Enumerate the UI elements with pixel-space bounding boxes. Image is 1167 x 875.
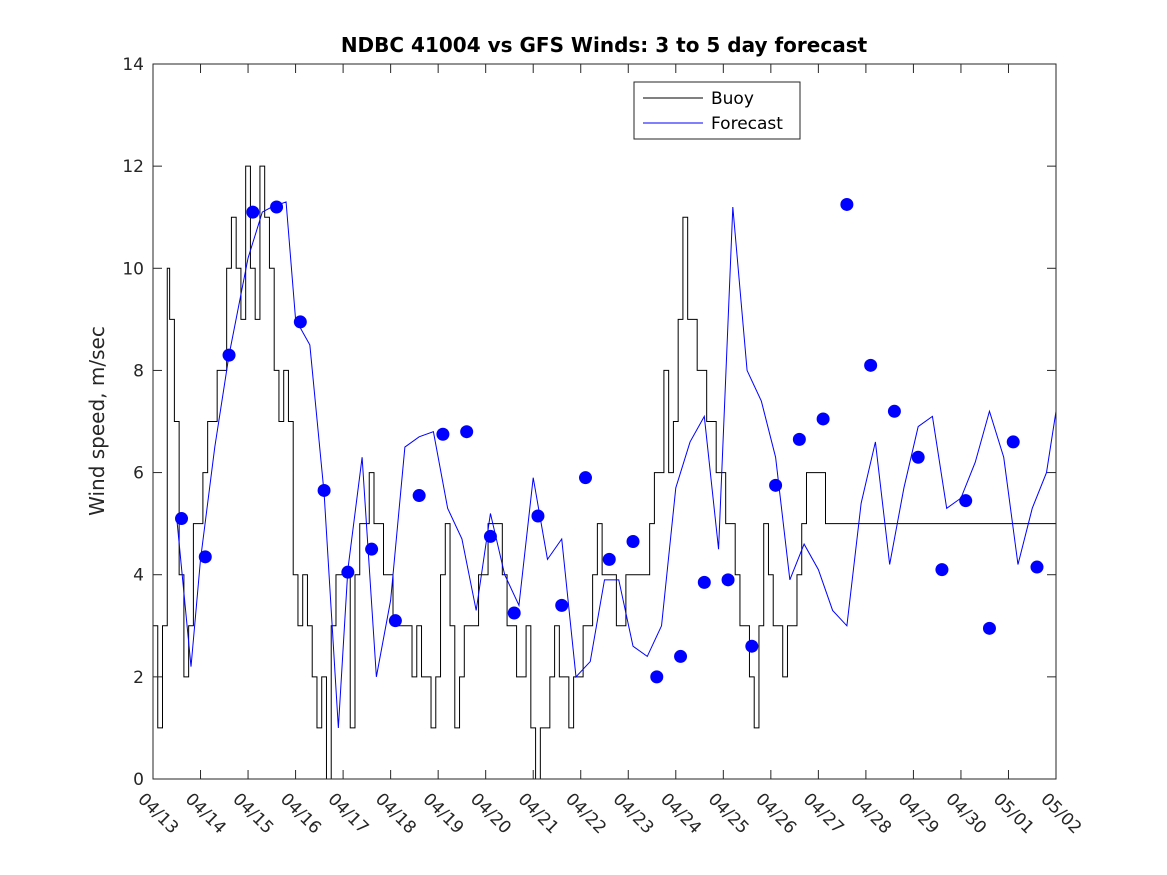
forecast-marker <box>697 575 711 589</box>
forecast-marker <box>674 649 688 663</box>
forecast-markers <box>175 197 1044 684</box>
forecast-marker <box>388 614 402 628</box>
y-axis-label: Wind speed, m/sec <box>85 326 109 516</box>
x-tick-label: 05/01 <box>989 789 1038 838</box>
series-forecast-line <box>176 201 1057 728</box>
x-tick-label: 04/24 <box>656 789 705 838</box>
forecast-marker <box>650 670 664 684</box>
forecast-marker <box>412 489 426 503</box>
y-axis: 0 2 4 6 8 10 12 14 <box>122 55 1056 790</box>
forecast-marker <box>816 412 830 426</box>
forecast-marker <box>721 573 735 587</box>
x-tick-label: 04/27 <box>799 789 848 838</box>
forecast-marker <box>1006 435 1020 449</box>
plot-area <box>153 165 1057 780</box>
x-tick-label: 04/16 <box>276 789 325 838</box>
forecast-marker <box>935 563 949 577</box>
x-tick-label: 04/21 <box>514 789 563 838</box>
forecast-marker <box>483 529 497 543</box>
forecast-marker <box>507 606 521 620</box>
forecast-marker <box>626 535 640 549</box>
forecast-marker <box>365 542 379 556</box>
forecast-marker <box>246 205 260 219</box>
y-tick-label: 6 <box>133 464 144 484</box>
x-tick-label: 04/13 <box>133 789 182 838</box>
forecast-marker <box>840 197 854 211</box>
y-tick-label: 14 <box>122 55 144 75</box>
x-tick-label: 04/19 <box>419 789 468 838</box>
y-tick-label: 12 <box>122 157 144 177</box>
x-tick-label: 04/18 <box>371 789 420 838</box>
forecast-marker <box>792 432 806 446</box>
forecast-marker <box>602 552 616 566</box>
x-tick-label: 04/28 <box>846 789 895 838</box>
x-tick-label: 04/14 <box>181 789 230 838</box>
forecast-marker <box>293 315 307 329</box>
x-tick-label: 04/22 <box>561 789 610 838</box>
forecast-marker <box>887 404 901 418</box>
forecast-marker <box>578 471 592 485</box>
forecast-marker <box>769 478 783 492</box>
forecast-marker <box>270 200 284 214</box>
legend-label-buoy: Buoy <box>711 89 754 109</box>
y-tick-label: 8 <box>133 361 144 381</box>
x-tick-label: 04/20 <box>466 789 515 838</box>
forecast-marker <box>460 425 474 439</box>
forecast-marker <box>555 598 569 612</box>
axes-box <box>152 63 1057 780</box>
x-tick-label: 04/17 <box>324 789 373 838</box>
legend: Buoy Forecast <box>633 81 801 140</box>
y-tick-label: 4 <box>133 566 144 586</box>
legend-label-forecast: Forecast <box>711 114 783 134</box>
forecast-marker <box>175 512 189 526</box>
x-tick-label: 04/29 <box>894 789 943 838</box>
forecast-marker <box>982 621 996 635</box>
chart-title: NDBC 41004 vs GFS Winds: 3 to 5 day fore… <box>341 33 868 57</box>
forecast-marker <box>1030 560 1044 574</box>
x-tick-label: 05/02 <box>1036 789 1085 838</box>
x-tick-label: 04/26 <box>751 789 800 838</box>
forecast-marker <box>222 348 236 362</box>
series-buoy-line <box>153 165 1056 780</box>
forecast-marker <box>864 358 878 372</box>
forecast-marker <box>531 509 545 523</box>
forecast-marker <box>959 494 973 508</box>
x-tick-label: 04/23 <box>609 789 658 838</box>
forecast-marker <box>436 427 450 441</box>
y-tick-label: 0 <box>133 770 144 790</box>
x-tick-label: 04/25 <box>704 789 753 838</box>
forecast-marker <box>198 550 212 564</box>
x-tick-label: 04/30 <box>941 789 990 838</box>
forecast-marker <box>341 565 355 579</box>
legend-box <box>633 81 801 140</box>
x-tick-label: 04/15 <box>229 789 278 838</box>
y-tick-label: 2 <box>133 668 144 688</box>
x-axis: 04/1304/1404/1504/1604/1704/1804/1904/20… <box>133 64 1085 838</box>
forecast-marker <box>317 483 331 497</box>
y-tick-label: 10 <box>122 259 144 279</box>
forecast-marker <box>745 639 759 653</box>
forecast-marker <box>911 450 925 464</box>
